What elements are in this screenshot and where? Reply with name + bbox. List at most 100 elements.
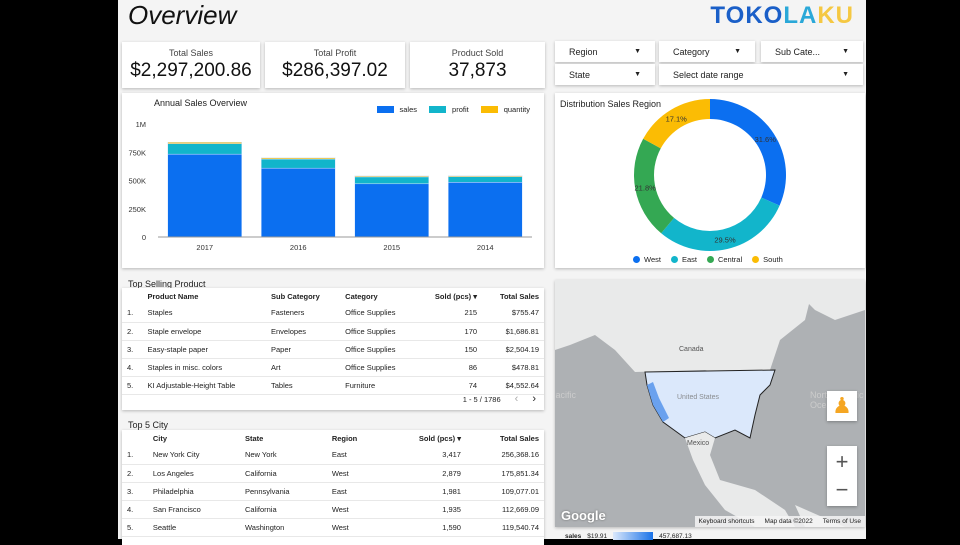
street-view-icon[interactable]: ♟ — [827, 391, 857, 421]
table-cell: 1. — [122, 446, 148, 465]
bar-sales[interactable] — [448, 182, 523, 238]
chart-title: Annual Sales Overview — [154, 98, 248, 108]
bar-profit[interactable] — [261, 158, 336, 169]
column-header[interactable]: Category — [345, 291, 378, 301]
subcategory-filter[interactable]: Sub Cate... ▼ — [761, 41, 863, 62]
kpi-label: Total Sales — [168, 48, 214, 58]
legend-min: $19.91 — [587, 532, 608, 540]
table-cell: 5. — [122, 376, 143, 395]
column-header-sorted[interactable]: Sold (pcs) ▾ — [434, 291, 478, 301]
table-cell: 2. — [122, 464, 148, 483]
table-cell: East — [326, 482, 384, 501]
column-header[interactable]: Total Sales — [499, 433, 539, 443]
terms-link[interactable]: Terms of Use — [822, 518, 861, 525]
table-row[interactable]: 5. KI Adjustable-Height Table Tables Furnit… — [122, 376, 544, 395]
map-legend: sales $19.91 457,687.13 — [565, 532, 692, 540]
map-label: North Pacific Ocean — [555, 390, 577, 400]
table-cell: 3. — [122, 482, 148, 501]
slice-east[interactable] — [661, 197, 780, 252]
bar-sales[interactable] — [354, 183, 429, 238]
kpi-value: $286,397.02 — [282, 60, 388, 81]
map-data-label: Map data ©2022 — [764, 518, 813, 525]
table-row[interactable]: 4. Staples in misc. colors Art Office Suppl… — [122, 358, 544, 377]
bar-sales[interactable] — [261, 167, 336, 238]
slice-central[interactable] — [634, 138, 675, 234]
sales-map[interactable]: Canada United States Mexico North Pacifi… — [555, 280, 865, 527]
table-cell: Easy-staple paper — [142, 340, 266, 359]
column-header[interactable]: Product Name — [147, 291, 199, 301]
filter-label: Sub Cate... — [775, 46, 821, 57]
column-header[interactable]: Sub Category — [271, 291, 320, 301]
legend-label: East — [681, 255, 697, 264]
table-cell: 86 — [416, 358, 483, 377]
keyboard-shortcuts-link[interactable]: Keyboard shortcuts — [698, 518, 755, 525]
zoom-out-button[interactable]: − — [835, 477, 849, 502]
bar-profit[interactable] — [448, 176, 523, 183]
table-cell: $4,552.64 — [482, 376, 544, 395]
column-header-sorted[interactable]: Sold (pcs) ▾ — [418, 433, 461, 443]
state-filter[interactable]: State ▼ — [555, 64, 655, 85]
column-header[interactable]: Region — [331, 433, 358, 443]
legend-dot — [706, 256, 714, 263]
table-row[interactable]: 3. Philadelphia Pennsylvania East 1,981 109,0… — [122, 482, 544, 501]
region-filter[interactable]: Region ▼ — [555, 41, 655, 62]
kpi-total-profit: Total Profit $286,397.02 — [265, 42, 405, 88]
legend-label: West — [644, 255, 661, 264]
table-cell: 256,368.16 — [465, 446, 544, 465]
table-cell: 119,540.74 — [465, 518, 544, 537]
table-row[interactable]: 2. Staple envelope Envelopes Office Supplie… — [122, 322, 544, 341]
date-range-filter[interactable]: Select date range ▼ — [659, 64, 863, 85]
table-row[interactable]: 5. Seattle Washington West 1,590 119,540.74 — [122, 518, 544, 537]
table-cell: West — [326, 518, 384, 537]
legend-gradient — [613, 532, 654, 540]
map-label: Canada — [679, 346, 704, 353]
next-page-icon[interactable]: › — [532, 393, 536, 405]
table-cell: Staple envelope — [142, 322, 266, 341]
table-cell: Los Angeles — [147, 464, 240, 483]
table-row[interactable]: 2. Los Angeles California West 2,879 175,851.… — [122, 464, 544, 483]
kpi-value: $2,297,200.86 — [130, 60, 252, 81]
bar-profit[interactable] — [354, 176, 429, 185]
table-cell: Paper — [266, 340, 341, 359]
table-row[interactable]: 3. Easy-staple paper Paper Office Supplies 1… — [122, 340, 544, 359]
slice-west[interactable] — [710, 99, 786, 206]
bar-quantity[interactable] — [261, 157, 336, 160]
google-logo: Google — [561, 508, 606, 523]
page-title: Overview — [128, 0, 237, 30]
legend-dot — [670, 256, 678, 263]
section-title: Top Selling Product — [128, 279, 206, 289]
category-filter[interactable]: Category ▼ — [659, 41, 755, 62]
filter-label: Select date range — [673, 69, 744, 80]
table-row[interactable]: 1. Staples Fasteners Office Supplies 215 $755… — [122, 304, 544, 323]
slice-south[interactable] — [643, 99, 710, 149]
column-header[interactable]: State — [244, 433, 264, 443]
column-header[interactable]: Total Sales — [499, 291, 539, 301]
filter-label: State — [569, 69, 591, 80]
top-cities-table: City State Region Sold (pcs) ▾ Total Sal… — [122, 430, 544, 545]
bar-sales[interactable] — [167, 153, 242, 238]
column-header[interactable]: City — [152, 433, 168, 443]
table-row[interactable]: 4. San Francisco California West 1,935 112,66… — [122, 500, 544, 519]
prev-page-icon[interactable]: ‹ — [514, 393, 519, 405]
filter-label: Category — [673, 46, 710, 57]
zoom-in-button[interactable]: + — [835, 449, 849, 474]
table-cell: 150 — [416, 340, 483, 359]
x-tick-label: 2014 — [477, 243, 494, 252]
table-cell: $478.81 — [482, 358, 544, 377]
table-cell: 4. — [122, 500, 148, 519]
bar-profit[interactable] — [167, 143, 242, 155]
table-cell: 175,851.34 — [465, 464, 544, 483]
chart-title: Distribution Sales Region — [560, 99, 662, 109]
table-cell: 74 — [416, 376, 483, 395]
table-row[interactable]: 1. New York City New York East 3,417 256,368.… — [122, 446, 544, 465]
page-range: 1 - 5 / 1786 — [462, 394, 501, 404]
logo: TOKOLAKU — [710, 2, 854, 29]
bar-quantity[interactable] — [167, 141, 242, 144]
dashboard: Overview TOKOLAKU Total Sales $2,297,200… — [118, 0, 866, 545]
bar-quantity[interactable] — [448, 175, 523, 177]
table-cell: 4. — [122, 358, 143, 377]
y-tick-label: 500K — [128, 177, 146, 186]
table-cell: 1,935 — [383, 500, 466, 519]
bar-quantity[interactable] — [354, 175, 429, 178]
table-cell: Staples in misc. colors — [142, 358, 266, 377]
